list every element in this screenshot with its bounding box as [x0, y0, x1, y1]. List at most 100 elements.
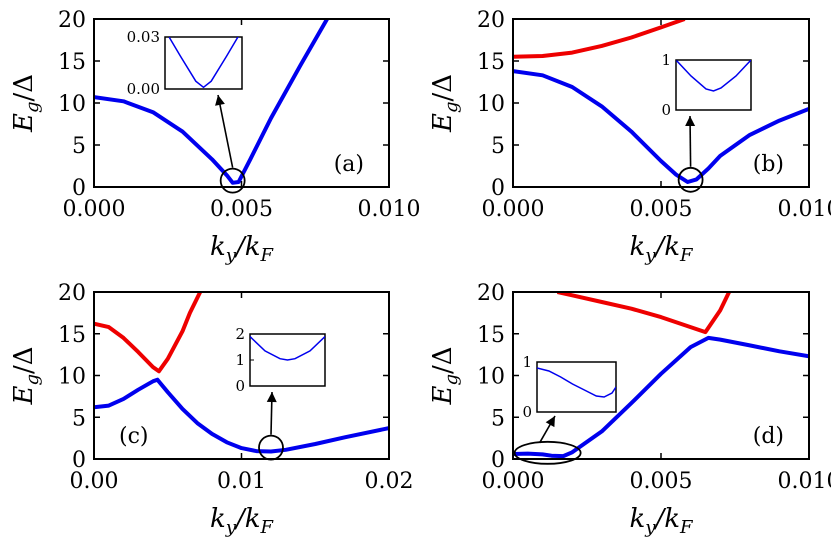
inset-curve	[168, 37, 239, 89]
inset: 0.03 0.00	[127, 28, 243, 168]
series-line-blue	[94, 377, 389, 454]
inset-frame	[536, 361, 617, 413]
inset: 2 1 0	[235, 325, 326, 435]
inset-curve	[676, 60, 751, 92]
zoom-arrow-head	[266, 392, 277, 403]
y-axis-label: Eg/Δ	[428, 74, 462, 133]
inset-curve	[250, 336, 325, 361]
x-tick-label: 0.00	[70, 469, 119, 494]
series-line-blue	[94, 19, 329, 185]
x-tick-label: 0.02	[365, 469, 414, 494]
zoom-arrow-line	[217, 94, 234, 168]
series-line-red	[94, 292, 202, 374]
inset: 10	[522, 353, 617, 444]
y-tick-label: 5	[491, 134, 505, 159]
series-line-blue	[513, 69, 809, 184]
y-tick-label: 10	[58, 92, 86, 117]
x-axis-label-part: y	[644, 245, 656, 266]
panel-d: 0.000 0.005 0.010 0 5 10 15 20 ky/kF Eg/Δ (d) 10	[428, 281, 831, 538]
series-line-blue	[513, 335, 809, 459]
x-axis-label-part: k	[210, 232, 226, 262]
x-tick-label: 0.000	[482, 469, 545, 494]
x-tick-label: 0.005	[630, 469, 693, 494]
zoom-circle	[219, 167, 246, 194]
x-axis-label-part: F	[679, 517, 694, 538]
x-axis-label-part: /k	[233, 232, 261, 262]
y-tick-label: 20	[477, 281, 505, 306]
y-axis-label-part: g	[22, 102, 43, 114]
y-tick-label: 15	[58, 50, 86, 75]
x-axis-label-part: y	[644, 517, 656, 538]
y-axis-label-part: E	[428, 113, 458, 133]
x-axis-label: ky/kF	[630, 232, 694, 266]
zoom-ellipse	[513, 440, 582, 465]
y-axis-label: Eg/Δ	[9, 346, 43, 405]
inset-y-tick-label: 1	[235, 351, 245, 369]
zoom-arrow-head	[545, 416, 555, 428]
y-axis-label-part: /Δ	[428, 74, 458, 102]
y-tick-label: 20	[477, 8, 505, 33]
y-tick-label: 5	[72, 134, 86, 159]
x-axis-label-part: /k	[652, 232, 680, 262]
zoom-arrow-head	[215, 95, 225, 106]
panel-label: (b)	[753, 152, 784, 177]
inset-y-tick-label: 2	[235, 325, 245, 343]
y-axis-label-part: /Δ	[9, 74, 39, 102]
zoom-circle	[258, 434, 284, 461]
y-tick-label: 20	[58, 8, 86, 33]
y-tick-label: 0	[72, 176, 86, 201]
panel-label: (c)	[119, 424, 149, 449]
zoom-arrow-head	[685, 116, 696, 127]
x-tick-label: 0.010	[358, 197, 421, 222]
inset-y-tick-label: 0	[235, 377, 245, 395]
x-axis-label-part: /k	[652, 504, 680, 534]
y-tick-label: 20	[58, 281, 86, 306]
x-tick-label: 0.005	[210, 197, 273, 222]
x-axis-label-part: F	[259, 517, 274, 538]
inset-frame	[675, 59, 752, 111]
y-tick-label: 5	[491, 406, 505, 431]
inset-curve	[537, 367, 616, 398]
y-axis-label-part: /Δ	[428, 346, 458, 374]
y-tick-label: 0	[72, 448, 86, 473]
x-axis-label-part: F	[679, 245, 694, 266]
panel-a: 0.000 0.005 0.010 0 5 10 15 20 ky/kF Eg/Δ (a) 0.030…	[9, 8, 420, 266]
y-axis-label-part: /Δ	[9, 346, 39, 374]
x-axis-label-part: /k	[233, 504, 261, 534]
y-axis-label-part: E	[9, 113, 39, 133]
x-tick-label: 0.000	[63, 197, 126, 222]
y-tick-label: 15	[477, 50, 505, 75]
y-axis-label-part: g	[441, 374, 462, 386]
x-axis-label-part: k	[630, 232, 646, 262]
y-tick-label: 10	[477, 365, 505, 390]
x-tick-label: 0.010	[778, 469, 831, 494]
x-axis-label-part: y	[225, 245, 237, 266]
x-tick-label: 0.01	[217, 469, 266, 494]
x-axis-label: ky/kF	[210, 232, 274, 266]
panel-label: (a)	[334, 152, 364, 177]
inset-y-tick-label: 1	[661, 51, 671, 69]
y-axis-label-part: E	[428, 386, 458, 406]
inset-y-tick-label: 0	[661, 101, 671, 119]
y-tick-label: 0	[491, 176, 505, 201]
y-axis-label: Eg/Δ	[9, 74, 43, 133]
x-tick-label: 0.000	[482, 197, 545, 222]
y-axis-label: Eg/Δ	[428, 346, 462, 405]
y-tick-label: 5	[72, 406, 86, 431]
inset-y-tick-label: 1	[522, 353, 532, 371]
series-line-red	[556, 292, 731, 335]
panel-label: (d)	[753, 424, 784, 449]
y-tick-label: 15	[477, 323, 505, 348]
zoom-circle	[677, 166, 704, 193]
x-axis-label-part: y	[225, 517, 237, 538]
x-tick-label: 0.010	[778, 197, 831, 222]
x-axis-label-part: k	[210, 504, 226, 534]
x-axis-label-part: k	[630, 504, 646, 534]
y-tick-label: 15	[58, 323, 86, 348]
x-tick-label: 0.005	[630, 197, 693, 222]
y-axis-label-part: g	[22, 374, 43, 386]
x-axis-label: ky/kF	[630, 504, 694, 538]
y-tick-label: 0	[491, 448, 505, 473]
